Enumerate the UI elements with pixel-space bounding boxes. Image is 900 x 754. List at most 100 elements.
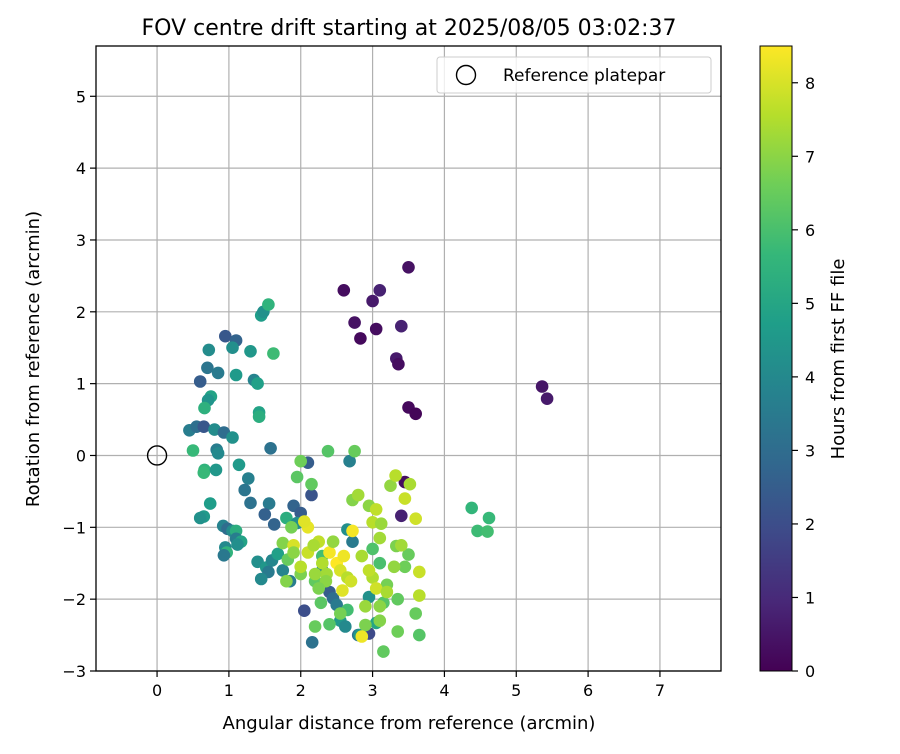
data-point [334,607,347,620]
data-point [346,524,359,538]
data-point [402,261,415,274]
colorbar-tick-label: 2 [805,515,815,534]
data-point [398,492,412,505]
data-point [232,458,246,472]
data-point [201,361,214,375]
y-tick-label: 3 [76,231,86,250]
colorbar-label: Hours from first FF file [828,259,849,460]
data-point [217,549,231,562]
data-point [482,511,496,525]
data-point [264,442,277,455]
grid-lines [96,46,721,672]
data-point [254,572,268,586]
x-tick-label: 7 [655,681,665,700]
data-point [262,497,276,510]
data-point [326,535,340,548]
data-point [280,574,293,588]
data-point [409,407,423,421]
data-point [359,618,372,632]
data-point [312,582,326,595]
data-point [231,538,244,551]
data-point [258,508,272,521]
x-tick-label: 4 [439,681,449,700]
legend: Reference platepar [436,56,712,94]
x-tick-label: 3 [367,681,377,700]
data-point [226,431,239,444]
data-point [373,556,387,570]
y-tick-label: 1 [76,375,86,394]
y-tick-label: 2 [76,303,86,322]
data-point [294,454,308,468]
data-point [366,542,379,556]
data-point [276,536,290,550]
data-point [197,420,211,434]
data-point [465,501,479,515]
reference-platepar-marker [146,445,168,466]
data-point [348,316,361,329]
data-point [413,628,426,642]
data-point [355,549,369,563]
data-point [203,497,217,510]
data-point [298,515,311,528]
data-point [251,377,264,390]
data-point [413,565,426,579]
data-point [307,539,321,552]
data-point [244,345,257,358]
data-points [183,261,554,658]
legend-label: Reference platepar [503,66,665,86]
data-point [229,368,243,382]
colorbar-tick-label: 8 [805,74,815,93]
data-point [211,366,225,380]
y-axis-ticks: −3 −2 −1 0 1 2 3 4 5 [62,87,96,681]
colorbar-tick-label: 4 [805,368,815,387]
data-point [193,511,207,525]
colorbar: 0 1 2 3 4 5 6 7 8 Hours from first FF file [759,45,849,681]
data-point [339,620,352,633]
data-point [321,444,335,458]
data-point [287,546,300,559]
colorbar-tick-label: 5 [805,294,815,313]
y-tick-label: 0 [76,446,86,465]
data-point [298,604,311,617]
data-point [395,509,408,523]
data-point [374,517,388,530]
data-point [308,567,322,581]
data-point [348,444,361,458]
colorbar-tick-label: 1 [805,588,815,607]
data-point [380,585,394,599]
data-point [392,357,405,371]
x-tick-label: 5 [511,681,521,700]
colorbar-tick-label: 0 [805,662,815,681]
data-point [305,477,318,491]
data-point [323,618,336,631]
data-point [395,319,408,333]
colorbar-tick-label: 3 [805,441,815,460]
data-point [336,584,349,597]
data-point [481,525,494,538]
data-point [369,582,383,595]
y-tick-label: −3 [62,662,86,681]
data-point [198,401,211,415]
data-point [197,466,211,480]
data-point [267,347,280,360]
data-point [343,454,356,468]
data-point [346,535,359,548]
y-tick-label: 5 [76,87,86,106]
data-point [316,556,329,570]
data-point [387,560,401,574]
data-point [540,392,554,406]
data-point [471,524,484,538]
data-point [377,645,390,658]
data-point [409,512,423,525]
data-point [294,560,308,574]
reference-marker [146,445,168,466]
x-tick-label: 1 [224,681,234,700]
data-point [395,539,408,552]
data-point [252,410,266,424]
data-point [202,343,216,357]
data-point [314,596,328,610]
colorbar-tick-label: 6 [805,221,815,240]
data-point [535,380,549,393]
x-tick-label: 6 [583,681,593,700]
data-point [337,284,351,297]
